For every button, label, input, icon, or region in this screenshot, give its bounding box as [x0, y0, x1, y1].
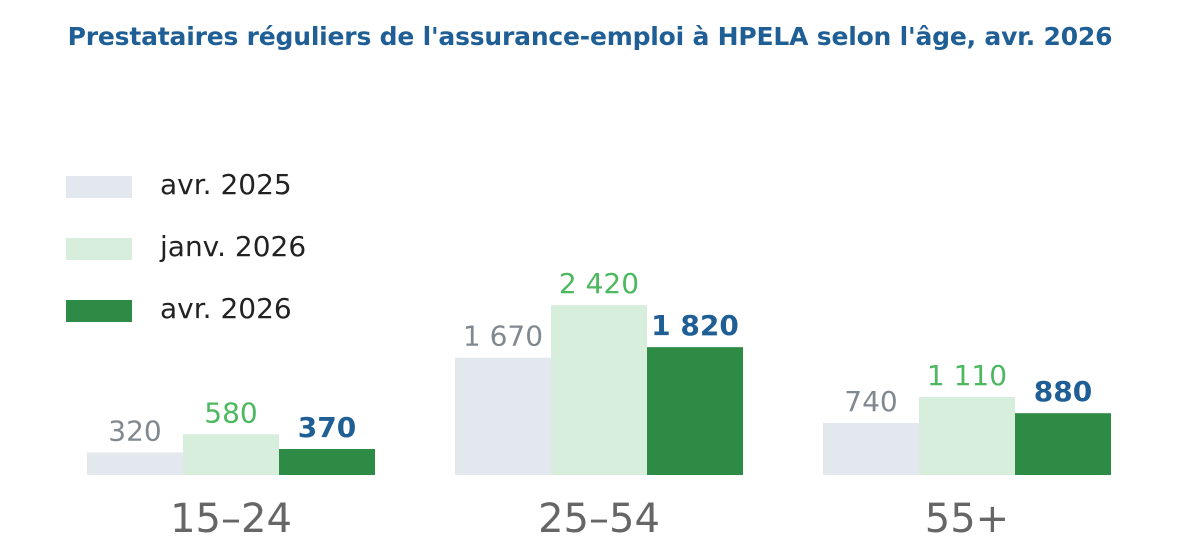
category-label: 25–54: [538, 496, 660, 540]
legend-label: janv. 2026: [160, 230, 307, 263]
bar-value-label: 880: [1034, 375, 1092, 408]
bar-value-label: 740: [844, 385, 897, 418]
bar: [279, 449, 375, 475]
chart-title: Prestataires réguliers de l'assurance-em…: [67, 22, 1113, 51]
bar-value-label: 1 110: [927, 359, 1007, 392]
bar: [823, 423, 919, 475]
bar-value-label: 320: [108, 415, 161, 448]
legend-swatch: [66, 238, 132, 260]
bar: [551, 305, 647, 475]
bar-value-label: 1 670: [463, 320, 543, 353]
bar-value-label: 580: [204, 396, 257, 429]
category-label: 55+: [925, 496, 1009, 540]
legend-swatch: [66, 176, 132, 198]
bar: [919, 397, 1015, 475]
bar: [87, 452, 183, 475]
bar-value-label: 370: [298, 411, 356, 444]
bar: [455, 357, 551, 475]
bar: [1015, 413, 1111, 475]
legend-label: avr. 2025: [160, 168, 292, 201]
legend-label: avr. 2026: [160, 292, 292, 325]
bar: [183, 434, 279, 475]
category-label: 15–24: [170, 496, 292, 540]
bar-value-label: 2 420: [559, 267, 639, 300]
legend-swatch: [66, 300, 132, 322]
bar-value-label: 1 820: [651, 309, 739, 342]
bar: [647, 347, 743, 475]
